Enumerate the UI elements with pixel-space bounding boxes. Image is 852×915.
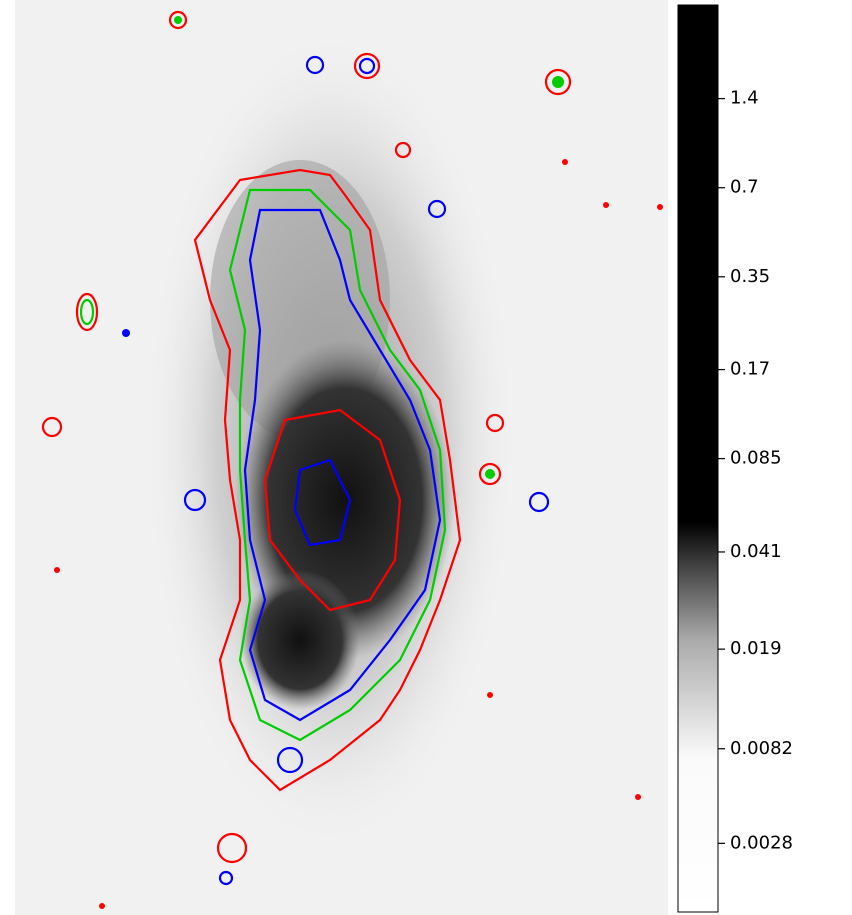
image xyxy=(15,0,668,915)
colorbar-tick-label: 1.4 xyxy=(730,88,759,109)
colorbar-tick-label: 0.019 xyxy=(730,638,782,659)
colorbar-tick-label: 0.7 xyxy=(730,177,759,198)
colorbar-tick-label: 0.085 xyxy=(730,448,782,469)
colorbar-tick-label: 0.041 xyxy=(730,541,782,562)
colorbar-tick-label: 0.0028 xyxy=(730,832,793,853)
colorbar xyxy=(677,4,719,913)
colorbar-tick-label: 0.35 xyxy=(730,266,770,287)
colorbar-tick-label: 0.17 xyxy=(730,359,770,380)
colorbar-tick-label: 0.0082 xyxy=(730,738,793,759)
